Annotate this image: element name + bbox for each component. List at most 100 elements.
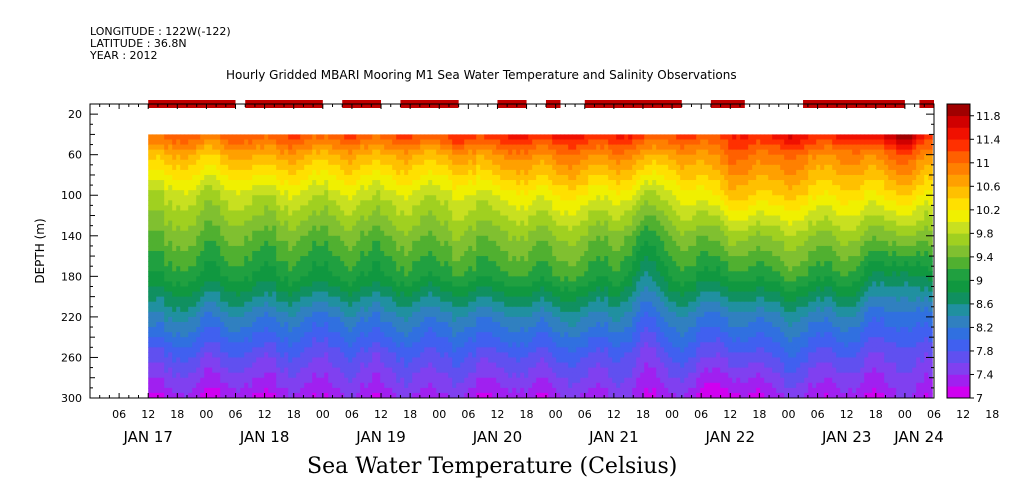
heat-cell [208,185,213,191]
heat-cell [204,362,209,369]
heat-cell [272,185,277,191]
heat-cell [332,200,337,206]
heat-cell [416,276,421,283]
heat-cell [360,306,365,313]
heat-cell [288,256,293,262]
heat-cell [276,144,281,151]
heat-cell [276,240,281,247]
heat-cell [360,174,365,181]
heat-cell [296,271,301,277]
heat-cell [200,149,205,156]
heat-cell [168,362,173,369]
heat-cell [468,235,473,242]
heat-cell [320,327,325,333]
heat-cell [272,306,277,313]
heat-cell [212,139,217,146]
heat-cell [492,245,497,252]
heat-cell [184,266,189,272]
heat-cell [508,327,513,333]
chart-title: Hourly Gridded MBARI Mooring M1 Sea Wate… [226,68,737,82]
heat-cell [316,164,321,171]
heat-cell [440,240,445,247]
heat-cell [432,261,437,267]
heat-cell [188,382,193,389]
heat-cell [372,352,377,359]
heat-cell [528,327,533,333]
heat-cell [404,225,409,232]
heat-cell [256,332,261,338]
heat-cell [276,357,281,364]
heat-cell [228,154,233,161]
heat-cell [496,245,501,252]
heat-cell [516,256,521,262]
heat-cell [368,154,373,161]
heat-cell [272,276,277,283]
heat-cell [176,190,181,196]
heat-cell [492,332,497,338]
heat-cell [400,316,405,323]
heat-cell [456,210,461,217]
heat-cell [216,261,221,267]
heat-cell [504,316,509,323]
heat-cell [264,347,269,353]
heat-cell [492,382,497,389]
heat-cell [412,362,417,369]
heat-cell [212,387,217,394]
heat-cell [220,251,225,257]
heat-cell [184,332,189,338]
heat-cell [220,180,225,186]
heat-cell [504,180,509,186]
heat-cell [336,271,341,277]
heat-cell [376,301,381,308]
heat-cell [512,311,517,318]
heat-cell [292,190,297,196]
heat-cell [372,316,377,323]
heat-cell [400,301,405,308]
heat-cell [148,159,153,166]
heat-cell [344,316,349,323]
heat-cell [372,169,377,176]
heat-cell [456,144,461,151]
heat-cell [396,139,401,146]
heat-cell [416,311,421,318]
heat-cell [272,357,277,364]
heat-cell [384,245,389,252]
heat-cell [192,392,197,398]
heat-cell [276,195,281,201]
heat-cell [204,180,209,186]
heat-cell [244,190,249,196]
heat-cell [368,266,373,272]
heat-cell [200,271,205,277]
heat-cell [228,220,233,227]
heat-cell [256,144,261,151]
heat-cell [492,164,497,171]
heat-cell [352,235,357,242]
heat-cell [288,352,293,359]
heat-cell [496,347,501,353]
heat-cell [300,169,305,176]
heat-cell [320,362,325,369]
heat-cell [248,332,253,338]
heat-cell [464,347,469,353]
heat-cell [428,347,433,353]
heat-cell [436,266,441,272]
heat-cell [148,362,153,369]
heat-cell [156,200,161,206]
heat-cell [256,261,261,267]
heat-cell [312,362,317,369]
heat-cell [428,332,433,338]
heat-cell [440,372,445,379]
heat-cell [500,352,505,359]
heat-cell [360,327,365,333]
heat-cell [460,327,465,333]
heat-cell [400,352,405,359]
heat-cell [344,332,349,338]
heat-cell [304,180,309,186]
heat-cell [148,357,153,364]
heat-cell [504,215,509,222]
heat-cell [488,245,493,252]
heat-cell [344,225,349,232]
heat-cell [368,306,373,313]
heat-cell [288,245,293,252]
heat-cell [496,210,501,217]
